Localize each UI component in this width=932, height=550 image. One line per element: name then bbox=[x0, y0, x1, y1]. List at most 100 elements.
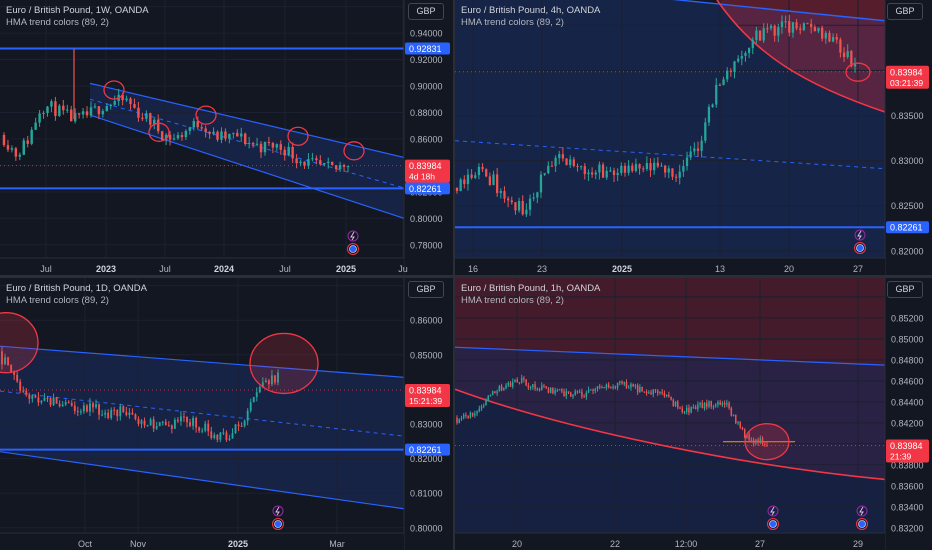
candle-body bbox=[213, 434, 216, 438]
candle-body bbox=[89, 403, 91, 412]
x-tick-label: 12:00 bbox=[675, 539, 698, 549]
candle-body bbox=[505, 385, 507, 389]
x-tick-label: 2024 bbox=[214, 264, 234, 274]
candle-body bbox=[491, 391, 494, 396]
candle-body bbox=[338, 164, 342, 169]
currency-button[interactable]: GBP bbox=[887, 3, 923, 20]
candle-body bbox=[54, 101, 57, 116]
candle-body bbox=[744, 52, 747, 56]
candle-body bbox=[455, 187, 459, 192]
candle-body bbox=[212, 131, 215, 134]
candle-body bbox=[714, 404, 717, 407]
candle-body bbox=[141, 117, 144, 119]
1h-chart-canvas[interactable]: 0.85200 0.85000 0.84800 0.84600 0.84400 0.842… bbox=[455, 278, 932, 550]
candle-body bbox=[46, 397, 49, 399]
channel-fill bbox=[0, 346, 404, 509]
candle-body bbox=[639, 386, 641, 393]
indicator-label[interactable]: HMA trend colors (89, 2) bbox=[6, 17, 109, 28]
currency-button[interactable]: GBP bbox=[408, 281, 444, 298]
candle-body bbox=[22, 390, 25, 392]
candle-body bbox=[755, 439, 757, 444]
indicator-label[interactable]: HMA trend colors (89, 2) bbox=[461, 17, 564, 28]
candle-body bbox=[30, 129, 33, 144]
candle-body bbox=[155, 426, 158, 429]
candle-body bbox=[718, 84, 722, 86]
weekly-chart-canvas[interactable]: 0.940000.920000.900000.880000.860000.840… bbox=[0, 0, 453, 275]
candle-body bbox=[7, 357, 10, 366]
candle-body bbox=[708, 401, 710, 407]
candle-body bbox=[186, 416, 188, 423]
candle-body bbox=[620, 165, 623, 173]
chart-panel-daily[interactable]: 0.860000.850000.840000.830000.820000.810… bbox=[0, 278, 453, 550]
candle-body bbox=[831, 37, 835, 42]
y-tick-label: 0.85000 bbox=[891, 334, 924, 344]
candle-body bbox=[95, 404, 97, 408]
y-tick-label: 0.85200 bbox=[891, 313, 924, 323]
candle-body bbox=[459, 179, 462, 192]
candle-body bbox=[529, 387, 532, 389]
currency-button[interactable]: GBP bbox=[887, 281, 923, 298]
candle-body bbox=[167, 425, 170, 427]
last-price-label-bg bbox=[886, 439, 929, 463]
candle-body bbox=[752, 439, 755, 444]
candle-body bbox=[536, 192, 539, 198]
candle-body bbox=[216, 131, 219, 140]
candle-body bbox=[471, 412, 474, 416]
candle-body bbox=[225, 432, 228, 440]
candle-body bbox=[688, 407, 690, 413]
candle-body bbox=[730, 407, 733, 416]
candle-body bbox=[520, 377, 523, 383]
candle-body bbox=[299, 161, 302, 164]
lightning-icon-ring bbox=[272, 505, 284, 517]
price-axis bbox=[885, 0, 932, 275]
4h-chart-canvas[interactable]: 0.840000.835000.830000.825000.8200016232… bbox=[455, 0, 932, 275]
candle-body bbox=[234, 424, 237, 434]
chart-panel-1h[interactable]: 0.85200 0.85000 0.84800 0.84600 0.84400 0.842… bbox=[455, 278, 932, 550]
calendar-events-icon-dot bbox=[858, 520, 866, 528]
channel-upper-line bbox=[671, 0, 886, 22]
candle-body bbox=[799, 28, 802, 31]
candle-body bbox=[569, 159, 572, 165]
candle-body bbox=[210, 431, 213, 438]
candle-body bbox=[200, 127, 203, 129]
candle-body bbox=[152, 419, 155, 429]
last-price-label: 0.83984 bbox=[890, 67, 923, 77]
candle-body bbox=[572, 394, 574, 397]
chart-title: Euro / British Pound, 1W, OANDA bbox=[6, 5, 149, 16]
candle-body bbox=[641, 386, 643, 392]
candle-body bbox=[605, 170, 608, 178]
candle-body bbox=[485, 169, 488, 177]
candle-body bbox=[458, 418, 460, 423]
candle-body bbox=[598, 386, 601, 388]
indicator-label[interactable]: HMA trend colors (89, 2) bbox=[461, 295, 564, 306]
level-label: 0.92831 bbox=[409, 44, 442, 54]
lightning-icon bbox=[272, 505, 284, 517]
candle-body bbox=[721, 402, 724, 405]
x-tick-label: Ju bbox=[398, 264, 408, 274]
daily-chart-canvas[interactable]: 0.860000.850000.840000.830000.820000.810… bbox=[0, 278, 453, 550]
currency-button[interactable]: GBP bbox=[408, 3, 444, 20]
candle-body bbox=[149, 113, 152, 125]
candle-body bbox=[164, 421, 167, 426]
candle-body bbox=[784, 21, 787, 23]
candle-body bbox=[631, 165, 634, 171]
candle-body bbox=[751, 39, 754, 49]
indicator-label[interactable]: HMA trend colors (89, 2) bbox=[6, 295, 109, 306]
candle-body bbox=[98, 404, 100, 415]
candle-body bbox=[722, 79, 725, 85]
candle-body bbox=[122, 406, 125, 413]
channel-lower-line bbox=[0, 451, 405, 510]
candle-body bbox=[16, 374, 19, 382]
chart-panel-weekly[interactable]: 0.940000.920000.900000.880000.860000.840… bbox=[0, 0, 453, 275]
candle-body bbox=[516, 379, 518, 383]
chart-panel-4h[interactable]: 0.840000.835000.830000.825000.8200016232… bbox=[455, 0, 932, 275]
candle-body bbox=[158, 422, 161, 427]
candle-body bbox=[474, 175, 477, 178]
candle-body bbox=[645, 391, 648, 394]
x-tick-label: 13 bbox=[715, 264, 725, 274]
y-tick-label: 0.85000 bbox=[410, 350, 443, 360]
candle-body bbox=[813, 27, 816, 32]
panel-divider-horizontal[interactable] bbox=[0, 275, 932, 278]
candle-body bbox=[563, 391, 565, 397]
candle-body bbox=[596, 386, 599, 389]
